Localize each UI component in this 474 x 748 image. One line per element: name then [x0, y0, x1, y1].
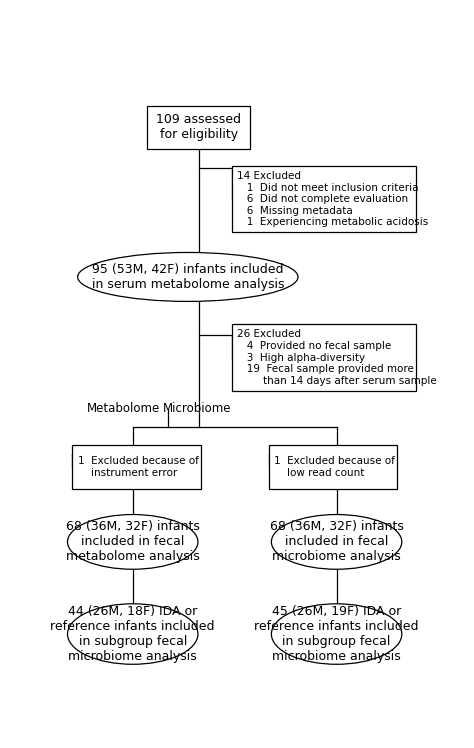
Ellipse shape	[67, 515, 198, 569]
FancyBboxPatch shape	[232, 166, 416, 233]
Text: 44 (26M, 18F) IDA or
reference infants included
in subgroup fecal
microbiome ana: 44 (26M, 18F) IDA or reference infants i…	[50, 605, 215, 663]
Text: 68 (36M, 32F) infants
included in fecal
metabolome analysis: 68 (36M, 32F) infants included in fecal …	[66, 521, 200, 563]
FancyBboxPatch shape	[269, 445, 397, 488]
Text: 26 Excluded
   4  Provided no fecal sample
   3  High alpha-diversity
   19  Fec: 26 Excluded 4 Provided no fecal sample 3…	[237, 329, 437, 386]
Text: 1  Excluded because of
    low read count: 1 Excluded because of low read count	[274, 456, 395, 478]
Ellipse shape	[78, 253, 298, 301]
FancyBboxPatch shape	[147, 105, 250, 149]
Text: 14 Excluded
   1  Did not meet inclusion criteria
   6  Did not complete evaluat: 14 Excluded 1 Did not meet inclusion cri…	[237, 171, 428, 227]
Text: Metabolome: Metabolome	[87, 402, 160, 415]
Text: Microbiome: Microbiome	[163, 402, 231, 415]
Ellipse shape	[67, 604, 198, 664]
Text: 95 (53M, 42F) infants included
in serum metabolome analysis: 95 (53M, 42F) infants included in serum …	[91, 263, 284, 291]
FancyBboxPatch shape	[232, 325, 416, 390]
Text: 45 (26M, 19F) IDA or
reference infants included
in subgroup fecal
microbiome ana: 45 (26M, 19F) IDA or reference infants i…	[255, 605, 419, 663]
FancyBboxPatch shape	[72, 445, 201, 488]
Ellipse shape	[272, 515, 402, 569]
Text: 109 assessed
for eligibility: 109 assessed for eligibility	[156, 113, 241, 141]
Ellipse shape	[272, 604, 402, 664]
Text: 1  Excluded because of
    instrument error: 1 Excluded because of instrument error	[78, 456, 199, 478]
Text: 68 (36M, 32F) infants
included in fecal
microbiome analysis: 68 (36M, 32F) infants included in fecal …	[270, 521, 403, 563]
